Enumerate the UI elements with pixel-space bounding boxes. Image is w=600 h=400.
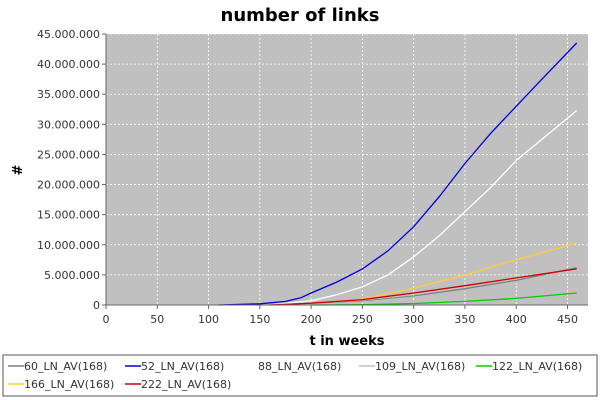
- y-tick-label: 30.000.000: [37, 118, 100, 131]
- legend-box: [2, 354, 598, 397]
- legend-label: 88_LN_AV(168): [258, 360, 341, 373]
- y-tick-label: 45.000.000: [37, 28, 100, 41]
- y-tick-label: 0: [93, 299, 100, 312]
- x-tick-label: 100: [198, 313, 219, 326]
- chart-title: number of links: [221, 5, 380, 26]
- legend: 60_LN_AV(168) 52_LN_AV(168) 88_LN_AV(168) 1…: [8, 360, 582, 391]
- legend-label: 222_LN_AV(168): [141, 378, 231, 391]
- x-axis-ticks: 0 50 100 150 200 250 300 350 400 450: [103, 305, 578, 326]
- x-tick-label: 150: [249, 313, 270, 326]
- legend-label: 122_LN_AV(168): [492, 360, 582, 373]
- y-axis-ticks: 0 5.000.000 10.000.000 15.000.000 20.000.000…: [37, 28, 106, 312]
- series-line: [270, 268, 577, 306]
- y-tick-label: 20.000.000: [37, 179, 100, 192]
- plot-area: [106, 34, 588, 305]
- axes: [105, 34, 588, 306]
- series-line: [218, 42, 578, 306]
- legend-label: 52_LN_AV(168): [141, 360, 224, 373]
- y-tick-label: 25.000.000: [37, 148, 100, 161]
- y-tick-label: 10.000.000: [37, 239, 100, 252]
- x-tick-label: 300: [403, 313, 424, 326]
- x-axis-label: t in weeks: [309, 334, 384, 349]
- x-tick-label: 0: [103, 313, 110, 326]
- y-tick-label: 35.000.000: [37, 88, 100, 101]
- y-tick-label: 5.000.000: [44, 269, 100, 282]
- x-tick-label: 250: [352, 313, 373, 326]
- x-tick-label: 50: [150, 313, 164, 326]
- legend-label: 166_LN_AV(168): [24, 378, 114, 391]
- y-tick-label: 40.000.000: [37, 58, 100, 71]
- series-layer: [218, 42, 578, 306]
- legend-label: 60_LN_AV(168): [24, 360, 107, 373]
- x-tick-label: 400: [506, 313, 527, 326]
- series-line: [270, 109, 578, 306]
- x-tick-label: 450: [557, 313, 578, 326]
- x-tick-label: 200: [301, 313, 322, 326]
- y-axis-label: #: [11, 164, 26, 175]
- x-tick-label: 350: [454, 313, 475, 326]
- y-tick-label: 15.000.000: [37, 209, 100, 222]
- legend-label: 109_LN_AV(168): [375, 360, 465, 373]
- grid-lines: [106, 33, 588, 305]
